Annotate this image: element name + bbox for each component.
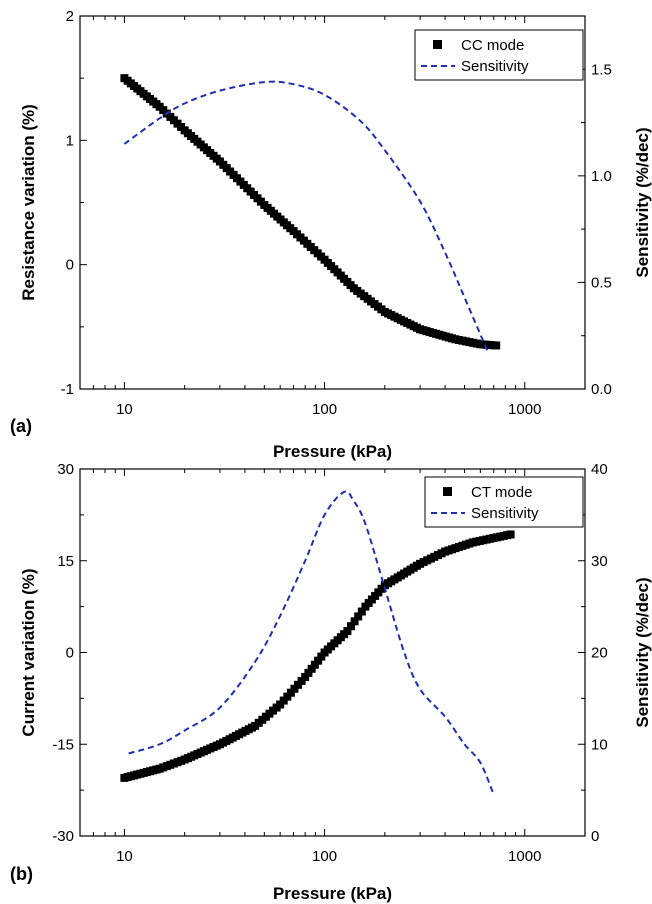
x-tick-label: 10	[116, 401, 133, 418]
legend-box	[414, 29, 584, 81]
y-tick-label: 1	[66, 132, 74, 149]
series-sensitivity	[128, 490, 495, 796]
y2-tick-label: 20	[591, 645, 608, 662]
data-point	[492, 341, 501, 350]
x-tick-label: 100	[312, 848, 337, 865]
data-point	[357, 607, 366, 616]
y2-tick-label: 0.5	[591, 274, 612, 291]
x-tick-label: 1000	[508, 401, 541, 418]
legend-marker	[443, 487, 452, 496]
data-point	[310, 660, 319, 669]
y-tick-label: 0	[66, 257, 74, 274]
x-axis-label: Pressure (kPa)	[273, 442, 392, 461]
y2-tick-label: 1.0	[591, 168, 612, 185]
x-tick-label: 100	[312, 401, 337, 418]
legend-label: Sensitivity	[471, 505, 539, 522]
data-point	[354, 612, 363, 621]
y-tick-label: 15	[57, 553, 74, 570]
y-axis-left: -30 -15 0 15 30	[52, 461, 87, 845]
y-tick-label: -1	[61, 381, 74, 398]
data-point	[307, 664, 316, 673]
x-axis-label: Pressure (kPa)	[273, 884, 392, 903]
legend: CT mode Sensitivity	[424, 476, 584, 528]
y-axis-right: 0 10 20 30 40	[578, 461, 608, 845]
y2-tick-label: 40	[591, 461, 608, 478]
panel-label: (a)	[10, 416, 32, 436]
data-point	[314, 656, 323, 665]
chart-panel-a: 10 100 1000 -1 0 1 2 0.0 0.5 1.0 1.5 Pressure (kPa)…	[10, 8, 652, 461]
chart-panel-b: 10 100 1000 -30 -15 0 15 30 0 10 20 30 40 Pressure (k…	[10, 461, 652, 903]
y-axis-label: Current variation (%)	[19, 568, 38, 736]
y2-tick-label: 1.5	[591, 61, 612, 78]
series-sensitivity	[123, 80, 489, 352]
y2-axis-label: Sensitivity (%/dec)	[633, 577, 652, 727]
y2-tick-label: 0	[591, 828, 599, 845]
legend-item: Sensitivity	[431, 505, 539, 522]
legend-marker	[433, 40, 442, 49]
series-cc-mode	[120, 74, 501, 350]
x-tick-label: 1000	[508, 848, 541, 865]
legend-label: CT mode	[471, 484, 532, 501]
x-axis: 10 100 1000	[79, 16, 586, 418]
y2-tick-label: 10	[591, 736, 608, 753]
series-line	[123, 80, 489, 352]
y-axis-right: 0.0 0.5 1.0 1.5	[578, 15, 612, 398]
legend-label: Sensitivity	[461, 58, 529, 75]
y-tick-label: 2	[66, 8, 74, 25]
x-axis: 10 100 1000	[79, 469, 586, 865]
y2-axis-label: Sensitivity (%/dec)	[633, 127, 652, 277]
data-point	[317, 652, 326, 661]
series-ct-mode	[120, 530, 515, 782]
y2-tick-label: 0.0	[591, 381, 612, 398]
data-point	[343, 627, 352, 636]
y-axis-left: -1 0 1 2	[61, 8, 87, 398]
legend-label: CC mode	[461, 37, 524, 54]
legend-box	[424, 476, 584, 528]
data-point	[346, 622, 355, 631]
series-line	[128, 490, 495, 796]
legend-item: CT mode	[443, 484, 532, 501]
legend: CC mode Sensitivity	[414, 29, 584, 81]
y-tick-label: 30	[57, 461, 74, 478]
data-point	[304, 668, 313, 677]
panel-label: (b)	[10, 864, 33, 884]
data-point	[301, 672, 310, 681]
y-tick-label: -15	[52, 736, 74, 753]
data-point	[350, 617, 359, 626]
y-tick-label: -30	[52, 828, 74, 845]
x-tick-label: 10	[116, 848, 133, 865]
y-tick-label: 0	[66, 645, 74, 662]
data-point	[506, 530, 515, 539]
y-axis-label: Resistance variation (%)	[19, 104, 38, 301]
legend-item: CC mode	[433, 37, 524, 54]
y2-tick-label: 30	[591, 553, 608, 570]
legend-item: Sensitivity	[421, 58, 529, 75]
